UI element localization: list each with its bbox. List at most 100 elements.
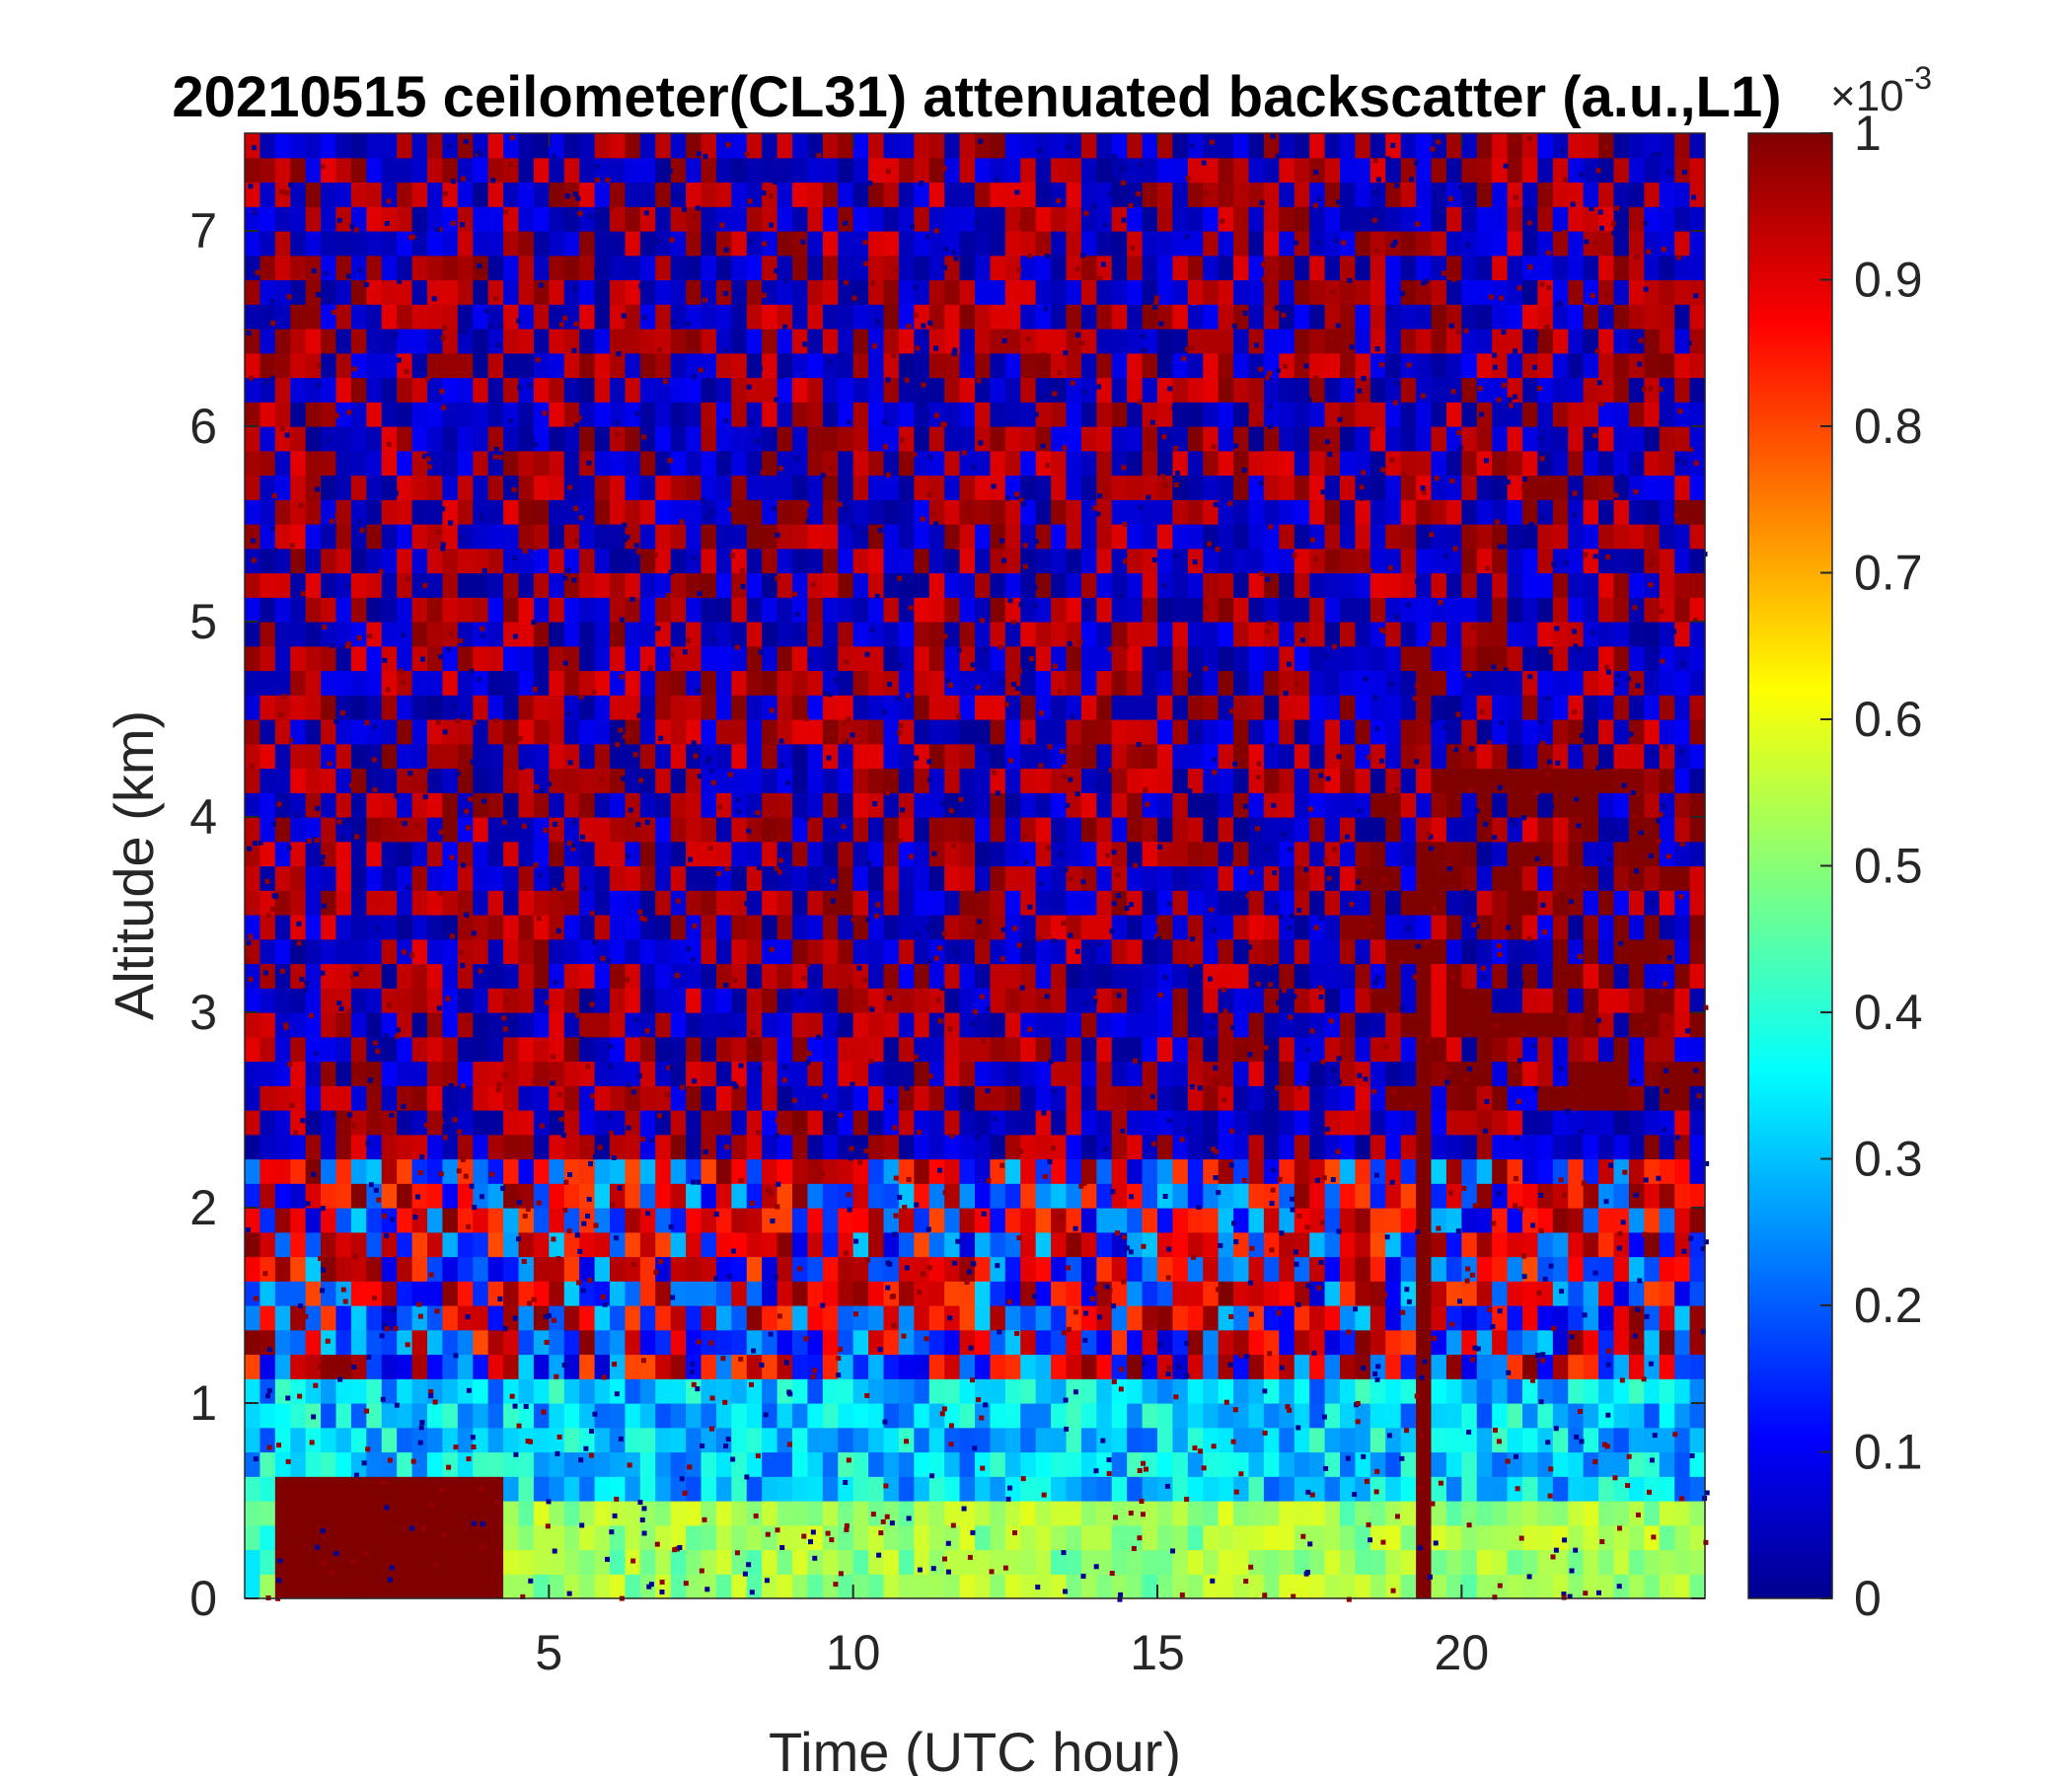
heatmap-cell	[990, 231, 1006, 257]
heatmap-cell	[274, 1061, 291, 1086]
heatmap-cell	[1492, 1305, 1509, 1331]
heatmap-cell	[1263, 1305, 1280, 1331]
heatmap-cell	[457, 670, 474, 696]
heatmap-cell	[594, 1208, 611, 1233]
heatmap-cell	[610, 1329, 627, 1356]
heatmap-cell	[1461, 670, 1478, 696]
heatmap-cell	[1142, 865, 1158, 891]
heatmap-cell	[1203, 426, 1220, 452]
heatmap-cell	[1020, 377, 1037, 403]
heatmap-cell	[1431, 133, 1447, 159]
heatmap-cell	[397, 1134, 413, 1160]
heatmap-cell	[1187, 133, 1204, 159]
heatmap-cell	[868, 231, 885, 257]
heatmap-cell	[1355, 524, 1371, 550]
heatmap-cell	[503, 1231, 520, 1258]
heatmap-cell	[411, 938, 428, 965]
heatmap-cell	[686, 1012, 703, 1038]
heatmap-cell	[518, 695, 535, 720]
heatmap-cell	[274, 1476, 291, 1502]
heatmap-cell	[959, 548, 976, 574]
heatmap-cell	[366, 1208, 383, 1233]
heatmap-cell	[473, 304, 489, 330]
heatmap-cell	[533, 938, 550, 965]
heatmap-cell	[245, 524, 261, 550]
heatmap-cell	[883, 841, 900, 867]
heatmap-cell	[838, 963, 854, 989]
heatmap-cell	[1416, 548, 1433, 574]
heatmap-cell	[487, 548, 504, 574]
heatmap-cell	[1020, 475, 1037, 500]
heatmap-cell	[928, 157, 945, 184]
heatmap-cell	[259, 1501, 276, 1526]
heatmap-cell	[274, 1403, 291, 1429]
heatmap-cell	[746, 1110, 763, 1136]
heatmap-cell	[1020, 402, 1037, 427]
heatmap-cell	[1127, 1183, 1144, 1209]
heatmap-cell	[1218, 231, 1234, 257]
heatmap-cell	[762, 1501, 778, 1526]
heatmap-cell	[305, 719, 322, 745]
heatmap-cell	[1340, 133, 1357, 159]
heatmap-cell	[381, 1183, 398, 1209]
heatmap-cell	[305, 1158, 322, 1184]
heatmap-cell	[1096, 548, 1113, 574]
heatmap-cell	[533, 426, 550, 452]
heatmap-cell	[594, 206, 611, 232]
heatmap-cell	[1431, 255, 1447, 281]
heatmap-cell	[1004, 572, 1021, 598]
heatmap-cell	[701, 890, 717, 916]
heatmap-cell	[549, 1281, 565, 1306]
heatmap-cell	[579, 670, 596, 696]
heatmap-cell	[1400, 206, 1417, 232]
heatmap-cell	[290, 645, 307, 672]
heatmap-cell	[898, 1061, 915, 1086]
heatmap-cell	[397, 475, 413, 500]
heatmap-cell	[427, 402, 444, 427]
heatmap-cell	[701, 1305, 717, 1331]
heatmap-cell	[807, 402, 824, 427]
heatmap-cell	[807, 1061, 824, 1086]
heatmap-cell	[473, 1524, 489, 1551]
heatmap-cell	[1051, 133, 1068, 159]
heatmap-cell	[1203, 1110, 1220, 1136]
heatmap-cell	[670, 1281, 687, 1306]
heatmap-cell	[1004, 597, 1021, 623]
heatmap-cell	[335, 1231, 352, 1258]
heatmap-cell	[442, 963, 459, 989]
heatmap-cell	[975, 450, 992, 477]
heatmap-cell	[335, 743, 352, 770]
heatmap-cell	[1416, 450, 1433, 477]
heatmap-cell	[822, 1549, 839, 1575]
heatmap-cell	[274, 304, 291, 330]
heatmap-cell	[1233, 768, 1250, 793]
heatmap-cell	[686, 695, 703, 720]
heatmap-cell	[397, 524, 413, 550]
heatmap-cell	[1233, 1110, 1250, 1136]
heatmap-cell	[990, 1036, 1006, 1063]
heatmap-cell	[1203, 1451, 1220, 1477]
heatmap-cell	[335, 450, 352, 477]
heatmap-cell	[305, 988, 322, 1013]
heatmap-cell	[245, 450, 261, 477]
heatmap-cell	[1279, 865, 1295, 891]
heatmap-cell	[503, 182, 520, 207]
heatmap-cell	[610, 695, 627, 720]
heatmap-cell	[883, 1476, 900, 1502]
heatmap-cell	[1004, 1427, 1021, 1453]
heatmap-cell	[715, 1208, 732, 1233]
heatmap-cell	[1445, 450, 1462, 477]
heatmap-cell	[1385, 719, 1402, 745]
heatmap-cell	[1157, 1451, 1174, 1477]
heatmap-cell	[1369, 1208, 1386, 1233]
heatmap-cell	[563, 402, 580, 427]
heatmap-cell	[1066, 1354, 1082, 1379]
heatmap-cell	[1172, 524, 1189, 550]
heatmap-cell	[746, 1427, 763, 1453]
heatmap-cell	[487, 1208, 504, 1233]
heatmap-cell	[274, 841, 291, 867]
heatmap-cell	[1431, 695, 1447, 720]
heatmap-cell	[350, 1061, 367, 1086]
heatmap-cell	[944, 1427, 961, 1453]
heatmap-cell	[1066, 792, 1082, 818]
